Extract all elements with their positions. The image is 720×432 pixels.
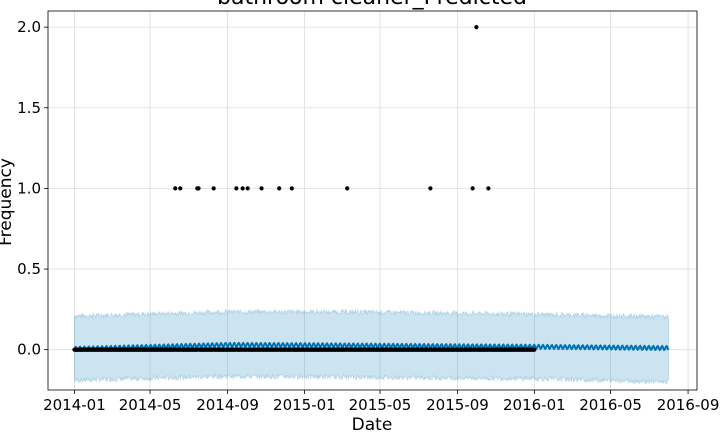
observed-point (474, 25, 479, 30)
observed-point (259, 186, 264, 191)
y-axis-ticks: 0.0 0.5 1.0 1.5 2.0 (17, 18, 48, 359)
observed-point (470, 186, 475, 191)
x-tick-label: 2015-01 (273, 396, 336, 414)
observed-point (277, 186, 282, 191)
observed-point (173, 186, 178, 191)
observed-points (72, 25, 537, 352)
x-tick-label: 2015-09 (426, 396, 489, 414)
uncertainty-band (74, 307, 669, 386)
x-tick-label: 2014-05 (119, 396, 182, 414)
x-axis-ticks: 2014-01 2014-05 2014-09 2015-01 2015-05 2015-… (43, 390, 719, 414)
observed-point (178, 186, 183, 191)
x-tick-label: 2016-09 (657, 396, 720, 414)
observed-point (234, 186, 239, 191)
observed-point (196, 186, 201, 191)
y-tick-label: 1.5 (17, 99, 41, 117)
observed-point (345, 186, 350, 191)
forecast-line (73, 341, 670, 353)
y-tick-label: 2.0 (17, 18, 41, 36)
observed-point (245, 186, 250, 191)
forecast-line-layer (73, 341, 670, 353)
uncertainty-interval (74, 307, 669, 386)
observed-point (211, 186, 216, 191)
y-tick-label: 0.0 (17, 341, 41, 359)
x-tick-label: 2016-05 (579, 396, 642, 414)
observed-point (240, 186, 245, 191)
x-tick-label: 2016-01 (503, 396, 566, 414)
x-tick-label: 2015-05 (349, 396, 412, 414)
observed-point (289, 186, 294, 191)
observed-point (486, 186, 491, 191)
observed-point (428, 186, 433, 191)
observed-point (532, 347, 537, 352)
y-axis-label: Frequency (0, 158, 16, 246)
x-tick-label: 2014-09 (196, 396, 259, 414)
x-tick-label: 2014-01 (43, 396, 106, 414)
x-axis-label: Date (352, 415, 393, 432)
chart-title: bathroom cleaner_Predicted (217, 0, 527, 10)
plot-frame (47, 10, 698, 391)
y-tick-label: 1.0 (17, 179, 41, 197)
y-tick-label: 0.5 (17, 260, 41, 278)
